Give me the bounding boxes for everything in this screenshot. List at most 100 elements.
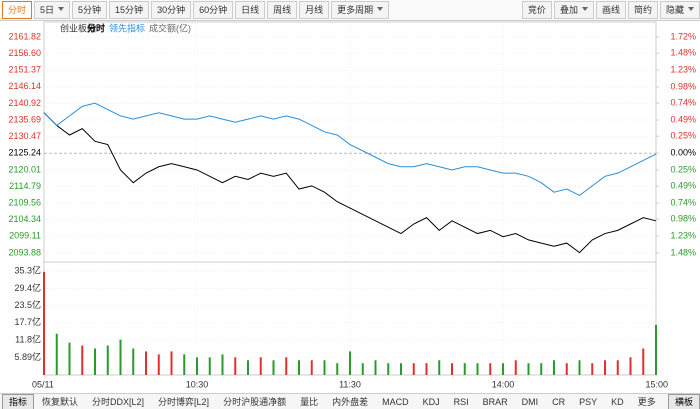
y2-tick-label: 0.25%: [670, 131, 696, 141]
y-tick-label: 2104.34: [8, 214, 41, 224]
volume-bar: [145, 351, 147, 375]
y-tick-label: 2130.47: [8, 131, 41, 141]
volume-bar: [81, 345, 84, 375]
tab[interactable]: 隐藏: [659, 1, 700, 19]
tab[interactable]: 周线: [267, 1, 298, 19]
volume-bar: [234, 357, 237, 375]
tab[interactable]: MACD: [382, 397, 409, 407]
legend-index: 创业板指: [60, 22, 96, 33]
volume-bar: [183, 354, 186, 375]
volume-bar: [374, 360, 377, 375]
volume-bar: [349, 351, 351, 375]
volume-bar: [196, 357, 198, 375]
tab[interactable]: 日线: [235, 1, 266, 19]
y2-tick-label: 1.23%: [670, 231, 696, 241]
y2-tick-label: 0.98%: [670, 81, 696, 91]
y-tick-label: 2140.92: [8, 98, 41, 108]
volume-bar: [438, 360, 441, 375]
y-tick-label: 2109.56: [8, 198, 41, 208]
y-tick-label: 2099.11: [9, 231, 41, 241]
tab[interactable]: 竞价: [521, 1, 552, 19]
legend-series: 分时: [87, 22, 105, 33]
volume-bar: [616, 360, 619, 375]
volume-bar: [604, 360, 606, 375]
volume-bar: [247, 360, 249, 375]
tab[interactable]: 月线: [299, 1, 330, 19]
volume-tick-label: 23.5亿: [14, 299, 41, 310]
tab[interactable]: 叠加: [553, 1, 594, 19]
tab[interactable]: 60分钟: [193, 1, 234, 19]
x-tick-label: 15:00: [645, 379, 668, 389]
volume-bar: [272, 360, 275, 375]
tab[interactable]: DMI: [521, 397, 539, 407]
y2-tick-label: 0.49%: [670, 181, 696, 191]
y-tick-label: 2161.82: [8, 31, 41, 41]
tab[interactable]: 分时DDX[L2]: [92, 397, 145, 407]
volume-bar: [400, 363, 402, 375]
tab[interactable]: 简约: [627, 1, 658, 19]
tab[interactable]: 更多周期: [331, 1, 390, 19]
volume-bar: [527, 363, 530, 375]
volume-bar: [565, 363, 568, 375]
y-tick-label: 2125.24: [8, 148, 41, 158]
y2-tick-label: 1.48%: [670, 247, 696, 257]
tab[interactable]: 15分钟: [109, 1, 150, 19]
volume-bar: [132, 348, 135, 375]
volume-bar: [514, 360, 517, 375]
volume-bar: [106, 345, 109, 375]
tab[interactable]: 分时沪股通净额: [223, 397, 287, 407]
price-line: [43, 112, 657, 254]
y-tick-label: 2093.88: [8, 247, 41, 257]
y2-tick-label: 1.72%: [670, 31, 696, 41]
volume-bar: [387, 363, 390, 375]
volume-bar: [425, 363, 428, 375]
x-tick-label: 11:30: [339, 379, 361, 389]
volume-bar: [553, 360, 555, 375]
legend-volume: 成交额(亿): [149, 22, 191, 33]
volume-bar: [451, 363, 453, 375]
tab[interactable]: 画线: [595, 1, 626, 19]
tab[interactable]: 分时: [2, 1, 33, 19]
tab[interactable]: CR: [552, 397, 566, 407]
volume-bar: [412, 363, 415, 375]
volume-tick-label: 5.89亿: [14, 351, 41, 362]
y2-tick-label: 0.98%: [670, 214, 696, 224]
tab[interactable]: 恢复默认: [42, 397, 79, 407]
volume-tick-label: 29.4亿: [14, 282, 41, 293]
volume-bar: [310, 360, 313, 375]
tab[interactable]: 更多: [637, 397, 656, 407]
volume-bar: [259, 357, 262, 375]
volume-bar: [298, 360, 300, 375]
y2-tick-label: 1.23%: [670, 64, 696, 74]
tab[interactable]: KDJ: [422, 397, 440, 407]
volume-bar: [336, 363, 339, 375]
x-tick-label: 14:00: [492, 379, 515, 389]
volume-bar: [476, 363, 479, 375]
y-tick-label: 2151.37: [8, 65, 41, 75]
volume-bar: [68, 342, 71, 375]
tab[interactable]: BRAR: [482, 397, 508, 407]
volume-bar: [361, 363, 364, 375]
volume-bar: [591, 363, 594, 375]
tab[interactable]: 5日: [34, 1, 71, 19]
volume-bar: [540, 363, 543, 375]
y-tick-label: 2120.01: [8, 164, 41, 174]
tab[interactable]: KD: [611, 397, 624, 407]
tab[interactable]: 5分钟: [72, 1, 108, 19]
volume-bar: [489, 363, 492, 375]
tab[interactable]: 30分钟: [151, 1, 192, 19]
tab[interactable]: 指标: [2, 394, 35, 409]
tab[interactable]: 内外盘差: [332, 397, 369, 407]
tab[interactable]: 量比: [300, 397, 319, 407]
tab[interactable]: PSY: [579, 397, 598, 407]
tab[interactable]: 分时博弈[L2]: [158, 397, 210, 407]
volume-tick-label: 17.7亿: [14, 316, 41, 327]
y-tick-label: 2114.79: [9, 181, 41, 191]
tab[interactable]: RSI: [453, 397, 469, 407]
x-tick-label: 05/11: [32, 379, 54, 389]
volume-bar: [323, 360, 326, 375]
tab[interactable]: 横板: [667, 394, 700, 409]
volume-bar: [94, 348, 96, 375]
y2-tick-label: 0.49%: [670, 114, 696, 124]
